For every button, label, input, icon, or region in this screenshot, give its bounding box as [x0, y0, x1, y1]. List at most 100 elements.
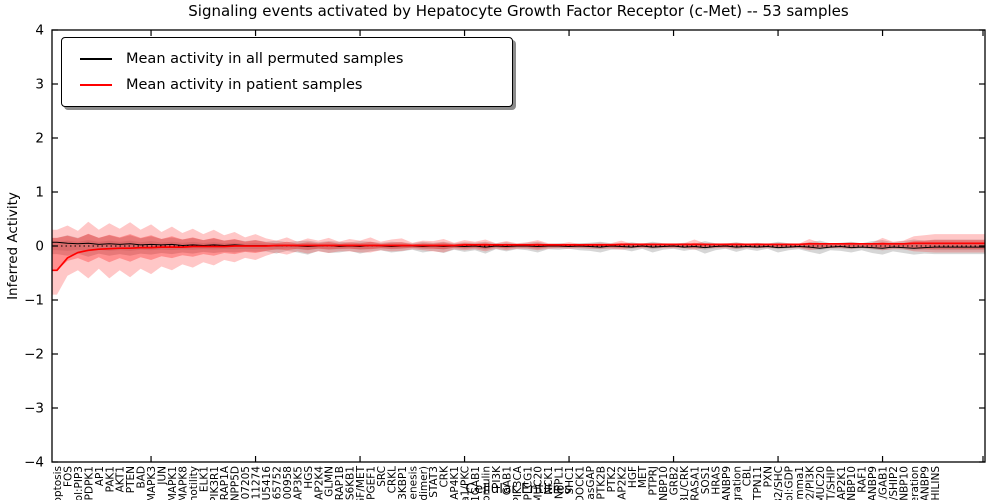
y-tick-label: −1 [24, 293, 44, 309]
x-tick-label: MAP2K4 [313, 466, 325, 500]
x-tick-label: HGF/MET/Paxillin/FAK1/FAK12/RasGAP [585, 466, 597, 500]
x-tick-label: PTPRJ [648, 466, 660, 495]
x-tick-label: CRKL [386, 466, 398, 494]
x-tick-label: cell migration [731, 466, 743, 500]
y-tick-label: 4 [35, 23, 44, 39]
x-tick-label: RASA1 [689, 466, 701, 500]
x-tick-label: MET/MUC20 [533, 466, 545, 500]
x-axis-label: Cellular Entities [465, 481, 572, 497]
legend: Mean activity in all permuted samples Me… [61, 37, 513, 107]
x-tick-label: GAB1/CRKL/SHP2/PI3K [804, 465, 816, 500]
x-tick-label: MAP2K1 [836, 466, 848, 500]
x-tick-label: STAT3 [428, 466, 440, 498]
x-tick-label: GLMN [324, 466, 336, 497]
y-tick-label: 0 [35, 239, 44, 255]
x-tick-label: MAPK3 [146, 466, 158, 500]
x-tick-label: MAPK1 [167, 466, 179, 500]
y-tick-label: −2 [24, 347, 44, 363]
x-tick-label: BAD [136, 466, 148, 488]
x-tick-label: SHP2/GRB2/SOS1/GAB1 [878, 466, 890, 500]
x-tick-label: RPS6KB1 [345, 466, 357, 500]
chart-title: Signaling events activated by Hepatocyte… [188, 2, 849, 20]
x-tick-label: DOCK1 [575, 466, 587, 500]
x-tick-label: apoptosis [52, 466, 64, 500]
x-tick-label: HRAS [710, 466, 722, 495]
x-tick-label: PTK2B [595, 466, 607, 500]
x-tick-label: cell morphogenesis [407, 466, 419, 500]
patient-line-swatch [80, 84, 112, 86]
x-tick-label: RAPGEF1 [366, 466, 378, 500]
x-tick-label: HGF/MET/SHIP2 [888, 466, 900, 500]
x-tick-label: GRB2/SHC [773, 466, 785, 500]
y-tick-label: −3 [24, 401, 44, 417]
x-tick-label: MAPK8 [177, 466, 189, 500]
x-tick-label: SHP2/GRB2/SOS1GAB1 [470, 466, 482, 500]
x-tick-label: MAP3K5 [292, 466, 304, 500]
x-tick-label: HGF/MET [355, 465, 367, 500]
x-tick-label: HGF/MET/RANBP10 [898, 466, 910, 500]
x-tick-label: HGF/MET/MUC20 [815, 466, 827, 500]
x-tick-label: PLCG1 [522, 466, 534, 500]
x-tick-label: CRK [439, 465, 451, 488]
x-tick-label: HGF [627, 466, 639, 488]
x-tick-label: MET/RANBP9 [867, 466, 879, 500]
permuted-mean-line [52, 241, 985, 249]
x-tick-label: mol:PIP3 [73, 466, 85, 500]
x-tick-label: GO:0007205 [240, 466, 252, 500]
x-tick-label: HGF/MET/CIN85/CBL/ENDOPHILINS [930, 466, 942, 500]
x-tick-label: GAB1 [501, 466, 513, 495]
legend-entry-patient: Mean activity in patient samples [72, 72, 502, 98]
x-tick-label: INPPL1 [554, 466, 566, 500]
x-tick-label: HGS [303, 466, 315, 489]
x-tick-label: NCK/PLCgamma1 [794, 466, 806, 500]
x-tick-label: PDPK1 [83, 466, 95, 500]
x-tick-label: CBL/CRK [679, 465, 691, 500]
y-tick-label: 1 [35, 185, 44, 201]
x-tick-label: STAT3 (dimer) [418, 466, 430, 500]
y-tick-label: 2 [35, 131, 44, 147]
legend-label: Mean activity in all permuted samples [126, 51, 404, 67]
x-tick-label: NCK1 [543, 466, 555, 495]
permuted-line-swatch [80, 58, 112, 60]
x-tick-label: mol:PHA665752 [271, 466, 283, 500]
x-tick-label: RAP1A [219, 465, 231, 500]
x-tick-label: JUN [157, 466, 169, 486]
x-tick-label: mol:SU11274 [251, 466, 263, 500]
x-tick-label: HGF/MET/SHIP [825, 466, 837, 500]
x-tick-label: PIK3CA [512, 465, 524, 500]
x-tick-label: PIK3R1 [209, 466, 221, 500]
y-tick-label: −4 [24, 455, 44, 471]
x-tick-label: RANBP10 [658, 466, 670, 500]
x-tick-label: AP1 [94, 466, 106, 486]
x-tick-label: SOS1 [700, 466, 712, 494]
x-tick-label: PXN [763, 466, 775, 487]
x-tick-label: ELK1 [198, 466, 210, 492]
band-inner [52, 233, 985, 271]
x-tick-label: RAP1B [334, 466, 346, 500]
x-tick-label: FOS [62, 466, 74, 487]
x-tick-label: AKT1 [115, 466, 127, 492]
x-tick-label: mol:SU5416 [261, 466, 273, 500]
patient-mean-line [52, 242, 985, 272]
x-tick-label: HGF/MET/RANBP9 [919, 466, 931, 500]
x-tick-label: cell proliferation [909, 466, 921, 500]
x-tick-label: EntrezGene:200958 [282, 466, 294, 500]
band-outer [52, 221, 985, 295]
x-tick-label: PI3K [491, 465, 503, 489]
x-tick-label: MAP4K1 [449, 466, 461, 500]
x-tick-label: MET/Glomulin [480, 466, 492, 500]
x-tick-label: mol:GDP [784, 466, 796, 500]
x-tick-label: SH3KBP1 [397, 466, 409, 500]
x-tick-label: CBL [742, 466, 754, 487]
x-tick-label: SRC [376, 466, 388, 487]
x-tick-label: SHC1 [564, 466, 576, 495]
x-tick-label: RAF1 [857, 466, 869, 493]
x-tick-label: RANBP9 [721, 466, 733, 500]
legend-label: Mean activity in patient samples [126, 77, 363, 93]
x-tick-label: INPP5D [230, 466, 242, 500]
x-tick-label: MAP2K2 [616, 466, 628, 500]
y-tick-label: 3 [35, 77, 44, 93]
x-tick-label: GRB2 [669, 466, 681, 495]
x-tick-label: PTPN11 [752, 466, 764, 500]
